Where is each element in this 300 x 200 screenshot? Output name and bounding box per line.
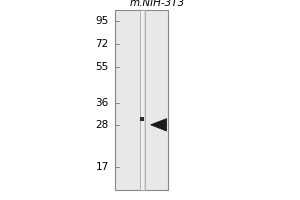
Text: 72: 72 bbox=[96, 39, 109, 49]
Text: 28: 28 bbox=[96, 120, 109, 130]
Text: m.NIH-3T3: m.NIH-3T3 bbox=[129, 0, 184, 8]
Text: 55: 55 bbox=[96, 62, 109, 72]
Polygon shape bbox=[151, 119, 167, 131]
Bar bbox=[140, 117, 144, 121]
Bar bbox=[144, 10, 145, 190]
Text: 17: 17 bbox=[96, 162, 109, 172]
Text: 36: 36 bbox=[96, 98, 109, 108]
Text: 95: 95 bbox=[96, 16, 109, 26]
Bar bbox=[115, 10, 168, 190]
Bar bbox=[140, 10, 145, 190]
